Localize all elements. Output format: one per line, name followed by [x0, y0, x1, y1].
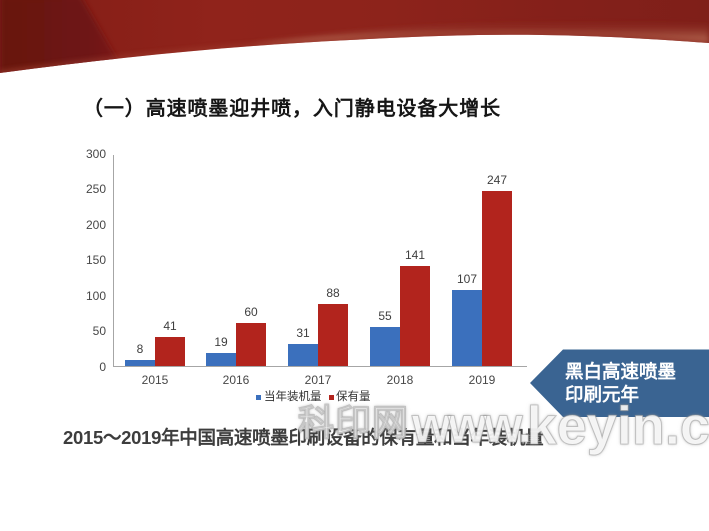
svg-text:黑白高速喷墨: 黑白高速喷墨: [565, 361, 676, 382]
svg-text:印刷元年: 印刷元年: [565, 384, 639, 405]
